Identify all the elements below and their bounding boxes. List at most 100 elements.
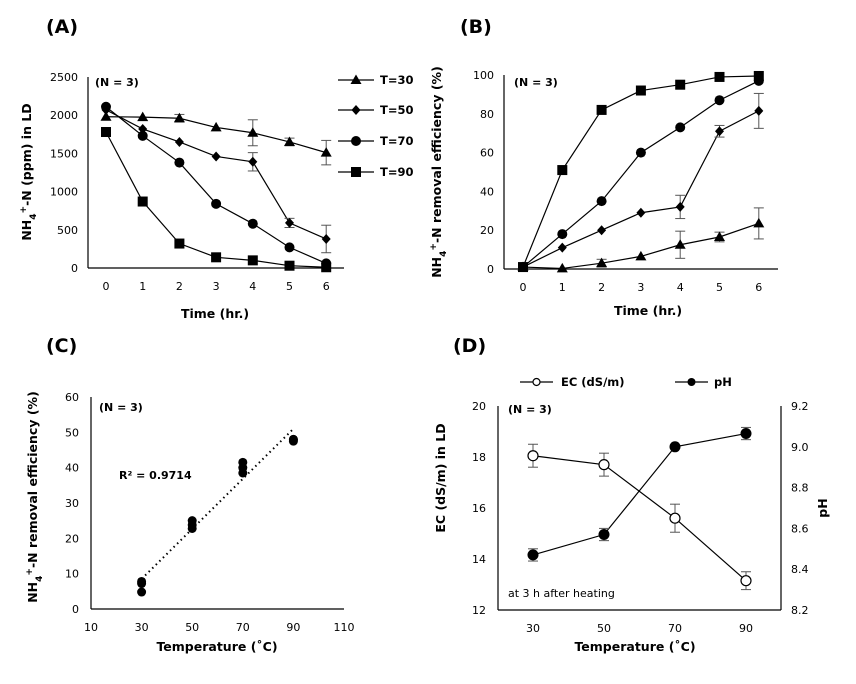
data-point — [238, 457, 248, 467]
x-tick-label: 3 — [213, 280, 220, 293]
y-tick-label: 0 — [72, 603, 79, 616]
panel-c-x-axis-title: Temperature (˚C) — [156, 639, 277, 654]
y2-tick-label: 8.6 — [791, 522, 809, 535]
data-point — [187, 516, 197, 526]
data-point — [211, 151, 221, 162]
x-tick-label: 110 — [334, 621, 355, 634]
data-point — [557, 242, 567, 253]
panel-b-n-annotation: (N = 3) — [514, 76, 558, 89]
data-point — [288, 434, 298, 444]
series-t30 — [517, 207, 765, 273]
data-point — [247, 127, 259, 137]
panel-a-label: (A) — [46, 16, 78, 38]
data-point — [598, 529, 610, 541]
legend-marker — [351, 167, 361, 177]
legend-label: pH — [714, 375, 732, 389]
legend-marker — [351, 136, 361, 146]
series-t90 — [101, 127, 332, 273]
panel-d-footnote: at 3 h after heating — [508, 587, 615, 600]
panel-b-label: (B) — [460, 16, 492, 38]
y-tick-label: 18 — [472, 451, 486, 464]
legend-marker — [350, 74, 362, 84]
y-tick-label: 0 — [71, 262, 78, 275]
series-t50 — [101, 104, 332, 254]
legend-item: T=50 — [338, 103, 413, 117]
data-point — [517, 261, 529, 272]
series-line — [522, 110, 760, 268]
data-point — [669, 512, 681, 524]
x-tick-label: 1 — [559, 281, 566, 294]
series-line — [522, 222, 759, 270]
y-tick-label: 40 — [65, 462, 79, 475]
legend-marker — [351, 105, 361, 115]
y-tick-label: 14 — [472, 553, 486, 566]
data-point — [635, 85, 646, 96]
series-ec — [527, 443, 752, 591]
data-point — [174, 157, 185, 168]
x-tick-label: 50 — [185, 621, 199, 634]
x-tick-label: 1 — [139, 280, 146, 293]
panel-c-label: (C) — [46, 335, 77, 357]
legend-item: EC (dS/m) — [520, 375, 625, 389]
panel-c: (C) 0 10 20 30 40 50 60 10 30 50 70 90 110 (N = 3) R… — [25, 335, 355, 654]
data-point — [714, 231, 725, 241]
panel-c-y-axis-title: NH4+-N removal efficiency (%) — [25, 391, 45, 603]
y2-tick-label: 8.8 — [791, 482, 809, 495]
legend-item: pH — [675, 375, 732, 389]
panel-a-y-axis-title: NH4+-N (ppm) in LD — [19, 103, 39, 240]
data-point — [321, 262, 332, 273]
data-point — [675, 79, 686, 90]
data-point — [557, 229, 568, 240]
data-point — [556, 262, 568, 273]
y-tick-label: 30 — [65, 497, 79, 510]
x-tick-label: 0 — [520, 281, 527, 294]
data-point — [247, 255, 258, 266]
data-point — [527, 450, 539, 462]
x-tick-label: 50 — [597, 622, 611, 635]
data-point — [320, 147, 332, 157]
data-point — [635, 250, 647, 261]
x-tick-label: 3 — [637, 281, 644, 294]
series-line — [532, 455, 747, 582]
x-tick-label: 6 — [755, 281, 762, 294]
legend-label: T=70 — [380, 134, 413, 148]
data-point — [101, 127, 111, 138]
y2-tick-label: 9.2 — [791, 400, 809, 413]
panel-d-label: (D) — [453, 335, 486, 357]
legend-marker — [687, 378, 696, 386]
y-tick-label: 2000 — [50, 109, 78, 122]
x-tick-label: 0 — [103, 280, 110, 293]
x-tick-label: 90 — [286, 621, 300, 634]
x-tick-label: 4 — [677, 281, 684, 294]
data-point — [101, 101, 111, 112]
series-t90 — [518, 70, 764, 273]
data-point — [674, 239, 686, 249]
data-point — [173, 112, 185, 123]
data-point — [675, 122, 686, 133]
data-point — [247, 218, 258, 229]
data-point — [248, 156, 258, 167]
panel-b-x-axis-title: Time (hr.) — [614, 303, 682, 318]
data-point — [284, 242, 295, 253]
y-tick-label: 10 — [65, 568, 79, 581]
series-line — [532, 432, 747, 556]
data-point — [174, 238, 185, 249]
data-point — [675, 201, 685, 212]
legend-label: EC (dS/m) — [561, 375, 625, 389]
x-tick-label: 70 — [236, 621, 250, 634]
data-point — [211, 252, 222, 263]
panel-a-legend: T=30 T=50 T=70 T=90 — [338, 73, 413, 179]
data-point — [596, 196, 607, 207]
y-tick-label: 20 — [65, 532, 79, 545]
data-point — [100, 111, 112, 121]
x-tick-label: 90 — [739, 622, 753, 635]
panel-d-x-axis-title: Temperature (˚C) — [574, 639, 695, 654]
legend-item: T=30 — [338, 73, 413, 87]
legend-label: T=90 — [380, 165, 413, 179]
panel-b: (B) 0 20 40 60 80 100 0 1 2 3 4 5 6 (N = 3) Time (hr… — [429, 16, 778, 318]
data-point — [211, 198, 222, 209]
data-point — [137, 196, 148, 207]
data-point — [597, 225, 607, 236]
series-t30 — [100, 111, 332, 166]
panel-a-n-annotation: (N = 3) — [95, 76, 139, 89]
